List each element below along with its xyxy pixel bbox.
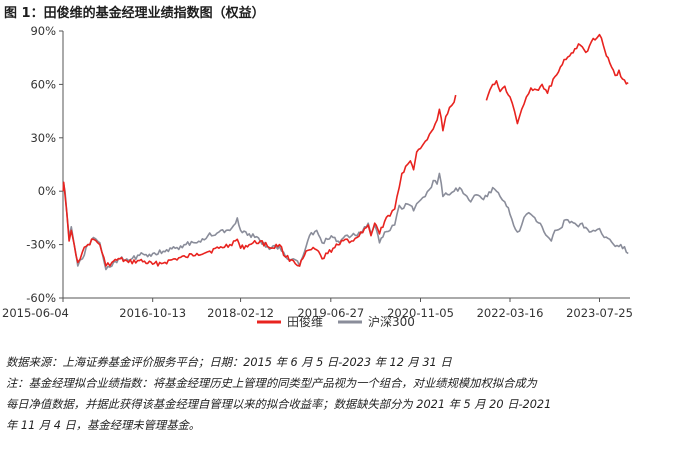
legend-csi300-label: 沪深300 [368,315,415,329]
x-tick-label: 2022-03-16 [477,306,544,320]
y-tick-label: 60% [30,77,56,91]
y-tick-label: 0% [38,184,56,198]
x-tick-label: 2015-06-04 [2,306,69,320]
y-tick-label: 30% [30,131,56,145]
y-tick-label: -60% [26,291,56,305]
footnote-line-2: 每日净值数据，并据此获得该基金经理自管理以来的拟合收益率；数据缺失部分为 202… [6,398,552,411]
notes-block: 数据来源：上海证券基金评价服务平台；日期：2015 年 6 月 5 日-2023… [6,352,696,436]
x-tick-label: 2020-11-05 [387,306,454,320]
chart-title: 图 1：田俊维的基金经理业绩指数图（权益） [4,6,265,21]
footnote-line-1: 注：基金经理拟合业绩指数：将基金经理历史上管理的同类型产品视为一个组合，对业绩规… [6,377,537,390]
legend-fund-manager-label: 田俊维 [287,314,323,329]
x-tick-label: 2018-02-12 [207,306,274,320]
y-tick-label: -30% [26,238,56,252]
x-tick-label: 2019-06-27 [297,306,364,320]
x-tick-label: 2016-10-13 [119,306,186,320]
y-tick-label: 90% [30,24,56,38]
series-csi300-line-seg0 [62,172,629,271]
performance-chart: 90% 60% 30% 0% -30% -60%2015-06-04 2016-10-13 2… [2,24,633,329]
data-source-note: 数据来源：上海证券基金评价服务平台；日期：2015 年 6 月 5 日-2023… [6,356,452,369]
x-tick-label: 2023-07-25 [566,306,633,320]
footnote-line-3: 年 11 月 4 日，基金经理未管理基金。 [6,419,201,432]
series-fund-manager-line-seg0 [62,94,457,267]
series-fund-manager-line-seg1 [485,33,629,125]
